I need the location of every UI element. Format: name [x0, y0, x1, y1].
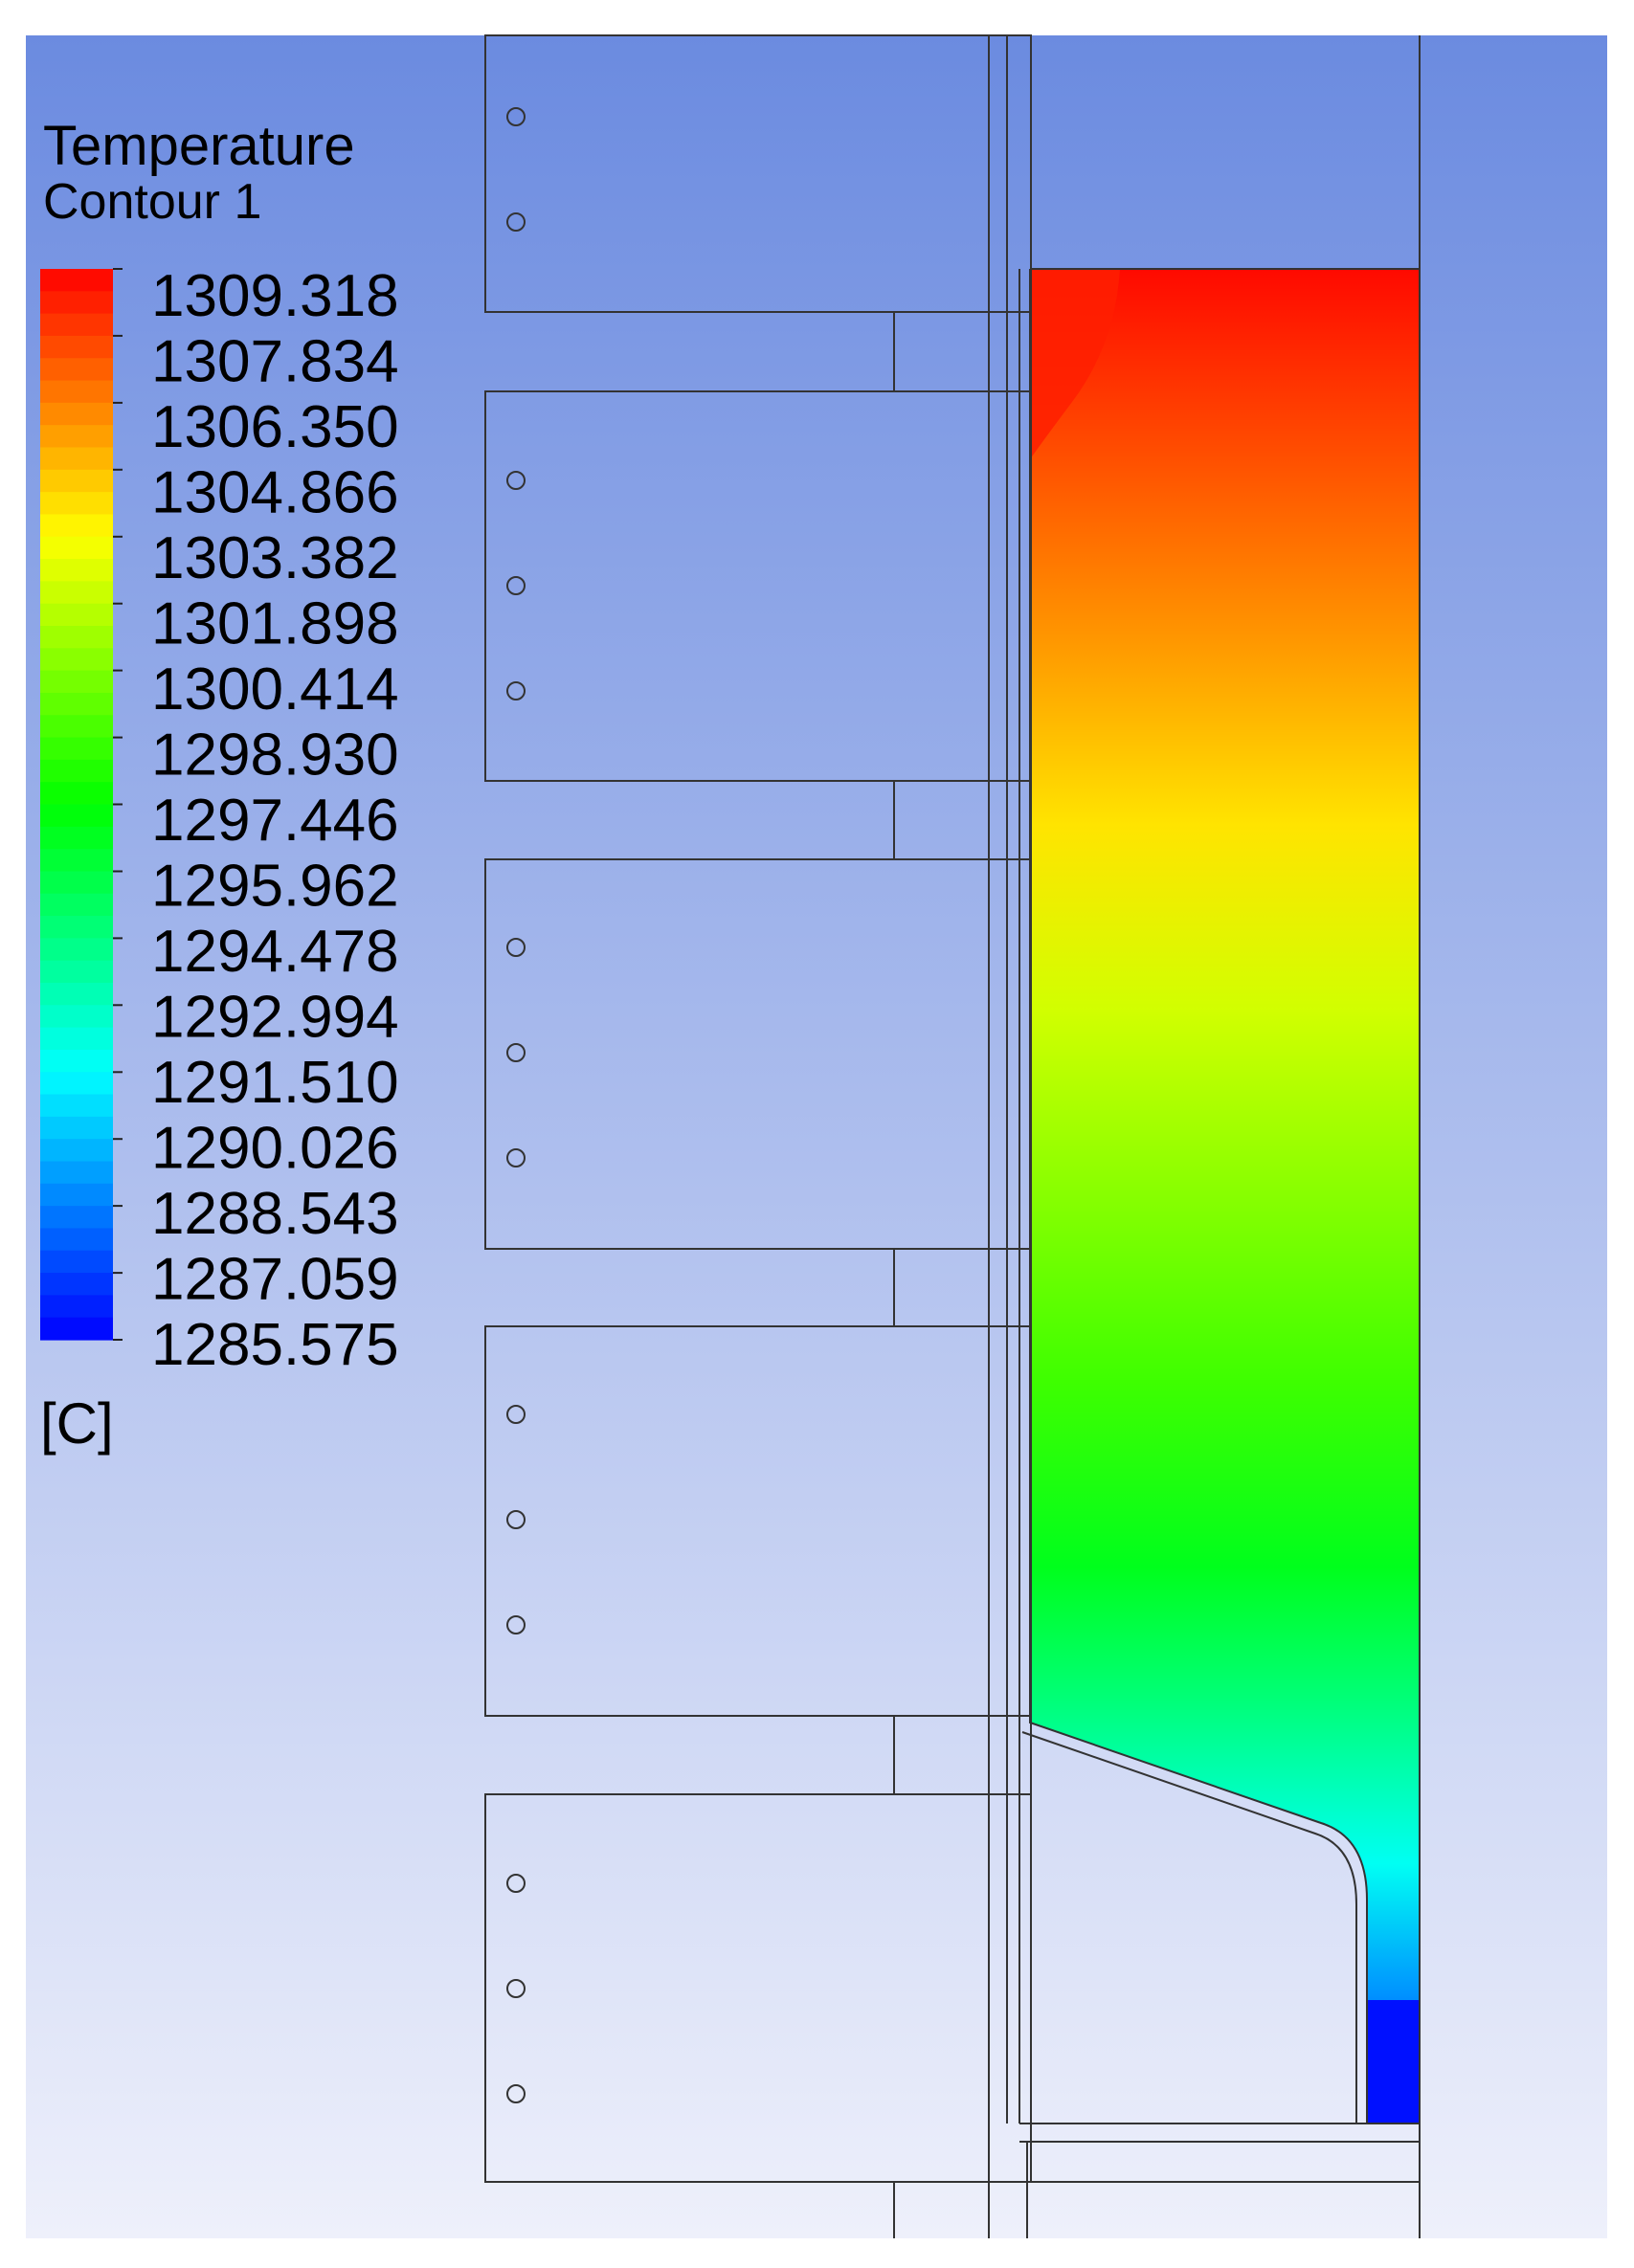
colorbar-band	[40, 782, 113, 806]
colorbar-band	[40, 849, 113, 873]
colorbar-band	[40, 938, 113, 962]
colorbar-band	[40, 291, 113, 315]
colorbar-band	[40, 648, 113, 672]
colorbar-band	[40, 670, 113, 694]
colorbar-band	[40, 1027, 113, 1051]
colorbar-band	[40, 402, 113, 426]
colorbar-band	[40, 826, 113, 850]
field-outline	[1019, 268, 1420, 2124]
hot-corner-region	[1030, 269, 1120, 459]
marker-hole	[506, 1874, 526, 1893]
colorbar-label: 1309.318	[151, 263, 399, 329]
marker-hole	[506, 938, 526, 957]
colorbar-label: 1298.930	[151, 723, 399, 789]
colorbar-band	[40, 1273, 113, 1296]
connector-4	[893, 1715, 1032, 1795]
colorbar-band	[40, 313, 113, 337]
colorbar-band	[40, 737, 113, 761]
colorbar-band	[40, 1183, 113, 1207]
marker-hole	[506, 576, 526, 595]
colorbar-band	[40, 715, 113, 739]
legend-subtitle: Contour 1	[43, 174, 261, 230]
colorbar-band	[40, 1049, 113, 1073]
colorbar-band	[40, 358, 113, 382]
marker-hole	[506, 107, 526, 126]
colorbar-label: 1297.446	[151, 788, 399, 854]
colorbar-label: 1307.834	[151, 329, 399, 395]
colorbar-label: 1292.994	[151, 985, 399, 1051]
colorbar-band	[40, 492, 113, 516]
colorbar-label: 1304.866	[151, 460, 399, 526]
legend-unit: [C]	[40, 1391, 114, 1456]
colorbar-band	[40, 425, 113, 449]
colorbar-band	[40, 581, 113, 605]
colorbar-label: 1295.962	[151, 854, 399, 920]
colorbar-band	[40, 1295, 113, 1319]
colorbar-band	[40, 1228, 113, 1252]
colorbar-band	[40, 469, 113, 493]
colorbar-band	[40, 269, 113, 292]
colorbar-band	[40, 1161, 113, 1185]
colorbar-band	[40, 759, 113, 783]
colorbar-band	[40, 447, 113, 471]
colorbar-band	[40, 1094, 113, 1118]
colorbar-band	[40, 536, 113, 560]
colorbar-band	[40, 1005, 113, 1029]
colorbar-label: 1306.350	[151, 394, 399, 460]
geometry-outline	[484, 34, 1421, 2238]
colorbar-label: 1290.026	[151, 1116, 399, 1182]
marker-hole	[506, 1615, 526, 1634]
colorbar-label: 1291.510	[151, 1050, 399, 1116]
colorbar-label: 1303.382	[151, 525, 399, 591]
colorbar-ticks	[113, 268, 123, 1341]
marker-hole	[506, 2084, 526, 2103]
colorbar-band	[40, 893, 113, 917]
colorbar-band	[40, 559, 113, 582]
colorbar-band	[40, 1072, 113, 1096]
marker-hole	[506, 212, 526, 232]
cold-tail-region	[1367, 2000, 1420, 2123]
colorbar-band	[40, 335, 113, 359]
colorbar-band	[40, 626, 113, 649]
colorbar-band	[40, 692, 113, 716]
colorbar-band	[40, 916, 113, 939]
colorbar-label: 1285.575	[151, 1312, 399, 1378]
marker-holes	[506, 107, 526, 2103]
colorbar-label: 1288.543	[151, 1181, 399, 1247]
marker-hole	[506, 1979, 526, 1998]
marker-hole	[506, 681, 526, 700]
colorbar-label: 1300.414	[151, 656, 399, 723]
colorbar-band	[40, 871, 113, 895]
colorbar-band	[40, 1116, 113, 1140]
marker-hole	[506, 471, 526, 490]
colorbar-band	[40, 1206, 113, 1230]
colorbar-label: 1287.059	[151, 1247, 399, 1313]
colorbar-band	[40, 514, 113, 538]
colorbar-band	[40, 1317, 113, 1341]
block-5	[484, 1793, 1032, 2183]
colorbar-label: 1294.478	[151, 919, 399, 985]
marker-hole	[506, 1043, 526, 1062]
slope-inner-line	[1021, 1731, 1357, 2123]
colorbar-band	[40, 960, 113, 984]
marker-hole	[506, 1148, 526, 1167]
marker-hole	[506, 1405, 526, 1424]
colorbar	[40, 269, 113, 1341]
legend: Temperature Contour 1 1309.3181307.83413…	[40, 115, 399, 1456]
block-1	[484, 34, 1032, 313]
colorbar-band	[40, 603, 113, 627]
colorbar-label: 1301.898	[151, 591, 399, 657]
colorbar-labels: 1309.3181307.8341306.3501304.8661303.382…	[151, 263, 399, 1378]
colorbar-band	[40, 983, 113, 1006]
legend-title: Temperature	[43, 115, 355, 177]
colorbar-band	[40, 1139, 113, 1163]
colorbar-band	[40, 804, 113, 828]
colorbar-band	[40, 1250, 113, 1274]
marker-hole	[506, 1510, 526, 1529]
colorbar-band	[40, 380, 113, 404]
